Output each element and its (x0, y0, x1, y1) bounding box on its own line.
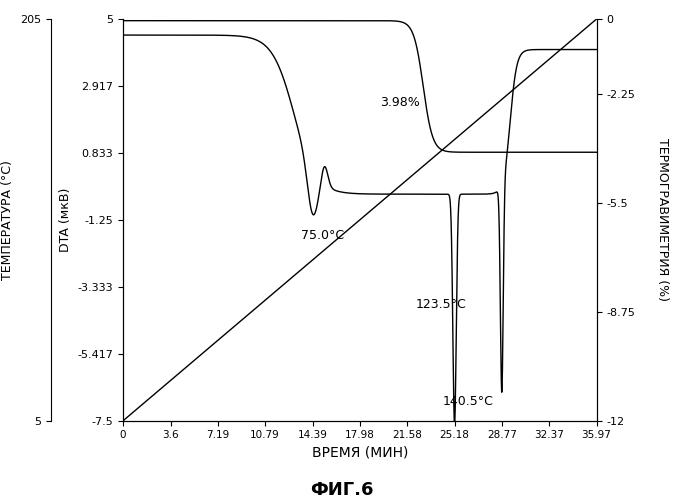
Y-axis label: ТЕМПЕРАТУРА (°C): ТЕМПЕРАТУРА (°C) (1, 160, 14, 280)
Y-axis label: ТЕРМОГРАВИМЕТРИЯ (%): ТЕРМОГРАВИМЕТРИЯ (%) (656, 138, 669, 302)
Text: ФИГ.6: ФИГ.6 (311, 481, 373, 499)
Text: 3.98%: 3.98% (380, 96, 419, 109)
X-axis label: ВРЕМЯ (МИН): ВРЕМЯ (МИН) (312, 446, 408, 460)
Text: 75.0°C: 75.0°C (301, 229, 344, 242)
Text: 123.5°C: 123.5°C (415, 298, 466, 311)
Y-axis label: DTA (мкВ): DTA (мкВ) (59, 188, 72, 252)
Text: 140.5°C: 140.5°C (443, 394, 494, 407)
